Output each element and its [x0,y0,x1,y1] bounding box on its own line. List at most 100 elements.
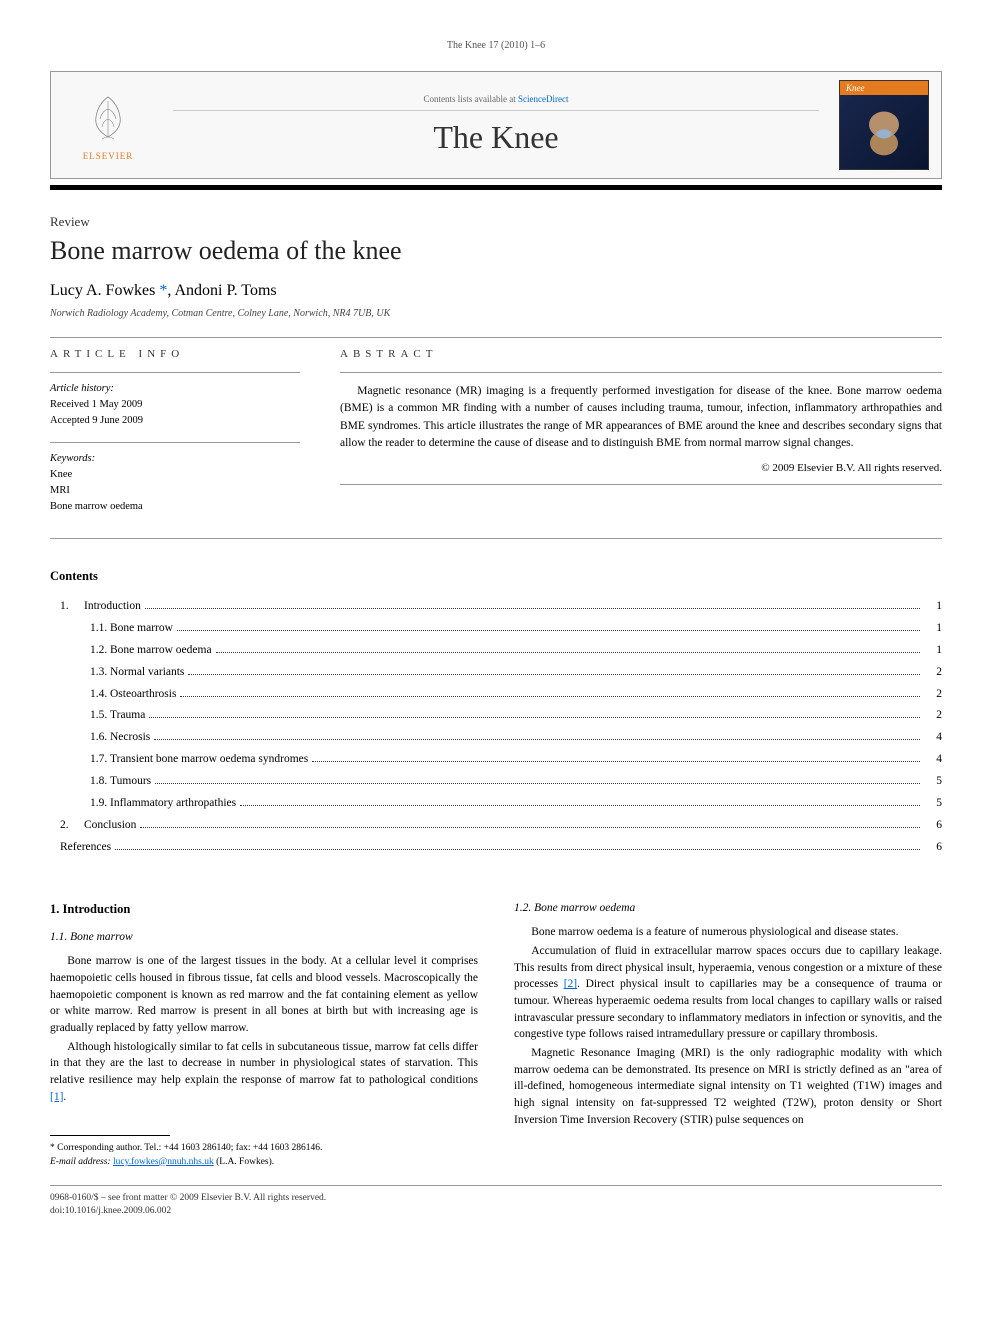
article-info-label: ARTICLE INFO [50,348,300,360]
toc-leader-dots [216,652,920,653]
journal-cover-thumb: Knee [839,80,929,170]
email-label: E-mail address: [50,1157,113,1167]
toc-leader-dots [155,783,920,784]
toc-page: 5 [924,793,942,815]
toc-page: 4 [924,749,942,771]
toc-row: 1.3.Normal variants2 [50,662,942,684]
toc-title: Introduction [84,596,141,618]
toc-title: Tumours [110,771,151,793]
toc-row: 2.Conclusion6 [50,815,942,837]
corresponding-footnote: * Corresponding author. Tel.: +44 1603 2… [50,1142,478,1169]
article-history-block: Article history: Received 1 May 2009 Acc… [50,372,300,428]
toc-leader-dots [115,849,920,850]
author-2: Andoni P. Toms [174,282,276,299]
toc-row: 1.5.Trauma 2 [50,705,942,727]
toc-title: Bone marrow oedema [110,640,212,662]
paragraph: Although histologically similar to fat c… [50,1039,478,1106]
toc-leader-dots [180,696,920,697]
citation-link[interactable]: [2] [564,978,577,990]
article-title: Bone marrow oedema of the knee [50,236,942,266]
abstract-copyright: © 2009 Elsevier B.V. All rights reserved… [340,462,942,474]
toc-row: 1.2.Bone marrow oedema1 [50,640,942,662]
subsection-heading: 1.1. Bone marrow [50,931,478,943]
history-heading: Article history: [50,381,300,397]
doi-line: doi:10.1016/j.knee.2009.06.002 [50,1205,942,1218]
paragraph: Bone marrow oedema is a feature of numer… [514,924,942,941]
authors-line: Lucy A. Fowkes *, Andoni P. Toms [50,282,942,300]
toc-number: 1.6. [50,727,110,749]
journal-title: The Knee [173,119,819,156]
toc-page: 2 [924,684,942,706]
toc-row: 1.8.Tumours 5 [50,771,942,793]
affiliation: Norwich Radiology Academy, Cotman Centre… [50,308,942,319]
toc-number: 1.7. [50,749,110,771]
toc-number: 1. [50,596,84,618]
paragraph: Accumulation of fluid in extracellular m… [514,943,942,1043]
toc-number: 1.1. [50,618,110,640]
toc-number: 1.2. [50,640,110,662]
toc-number: 1.8. [50,771,110,793]
text-run: . Direct physical insult to capillaries … [514,978,942,1040]
toc-leader-dots [312,761,920,762]
elsevier-tree-icon [78,89,138,149]
keywords-heading: Keywords: [50,451,300,467]
toc-leader-dots [145,608,920,609]
cover-label: Knee [840,81,928,95]
body-columns: 1. Introduction 1.1. Bone marrow Bone ma… [50,902,942,1169]
toc-title: Inflammatory arthropathies [110,793,236,815]
toc-title: Osteoarthrosis [110,684,176,706]
keyword: MRI [50,483,300,499]
toc-leader-dots [154,739,920,740]
citation-link[interactable]: [1] [50,1091,63,1103]
abstract-text: Magnetic resonance (MR) imaging is a fre… [340,383,942,452]
toc-page: 5 [924,771,942,793]
toc-leader-dots [240,805,920,806]
bottom-metadata: 0968-0160/$ – see front matter © 2009 El… [50,1192,942,1219]
toc-page: 6 [924,837,942,859]
toc-number: 1.4. [50,684,110,706]
front-matter-line: 0968-0160/$ – see front matter © 2009 El… [50,1192,942,1205]
text-run: Although histologically similar to fat c… [50,1041,478,1086]
toc-title: References [60,837,111,859]
toc-row: References 6 [50,837,942,859]
cover-knee-icon [840,95,928,169]
article-info-column: ARTICLE INFO Article history: Received 1… [50,348,300,528]
keyword: Bone marrow oedema [50,499,300,515]
article-type: Review [50,214,942,230]
toc-title: Normal variants [110,662,184,684]
toc-leader-dots [149,717,920,718]
toc-title: Necrosis [110,727,150,749]
masthead-divider [50,185,942,190]
toc-leader-dots [177,630,920,631]
footnote-separator [50,1135,170,1136]
divider [50,337,942,338]
email-link[interactable]: lucy.fowkes@nnuh.nhs.uk [113,1157,214,1167]
toc-row: 1.7.Transient bone marrow oedema syndrom… [50,749,942,771]
paragraph: Magnetic Resonance Imaging (MRI) is the … [514,1045,942,1128]
contents-available-line: Contents lists available at ScienceDirec… [173,94,819,111]
toc-row: 1.4.Osteoarthrosis 2 [50,684,942,706]
toc-number: 1.9. [50,793,110,815]
running-header: The Knee 17 (2010) 1–6 [50,40,942,51]
history-accepted: Accepted 9 June 2009 [50,413,300,429]
abstract-label: ABSTRACT [340,348,942,360]
keyword: Knee [50,467,300,483]
toc-page: 1 [924,618,942,640]
toc-number: 1.5. [50,705,110,727]
toc-page: 2 [924,705,942,727]
toc-row: 1.6.Necrosis 4 [50,727,942,749]
journal-masthead: ELSEVIER Contents lists available at Sci… [50,71,942,179]
text-run: . [63,1091,66,1103]
toc-number: 2. [50,815,84,837]
table-of-contents: 1.Introduction11.1.Bone marrow11.2.Bone … [50,596,942,858]
contents-available-text: Contents lists available at [424,94,518,104]
section-heading: 1. Introduction [50,902,478,917]
toc-number: 1.3. [50,662,110,684]
toc-title: Trauma [110,705,145,727]
sciencedirect-link[interactable]: ScienceDirect [518,94,568,104]
toc-page: 4 [924,727,942,749]
footnote-email-line: E-mail address: lucy.fowkes@nnuh.nhs.uk … [50,1156,478,1169]
paragraph: Bone marrow is one of the largest tissue… [50,953,478,1036]
toc-page: 1 [924,596,942,618]
history-received: Received 1 May 2009 [50,397,300,413]
